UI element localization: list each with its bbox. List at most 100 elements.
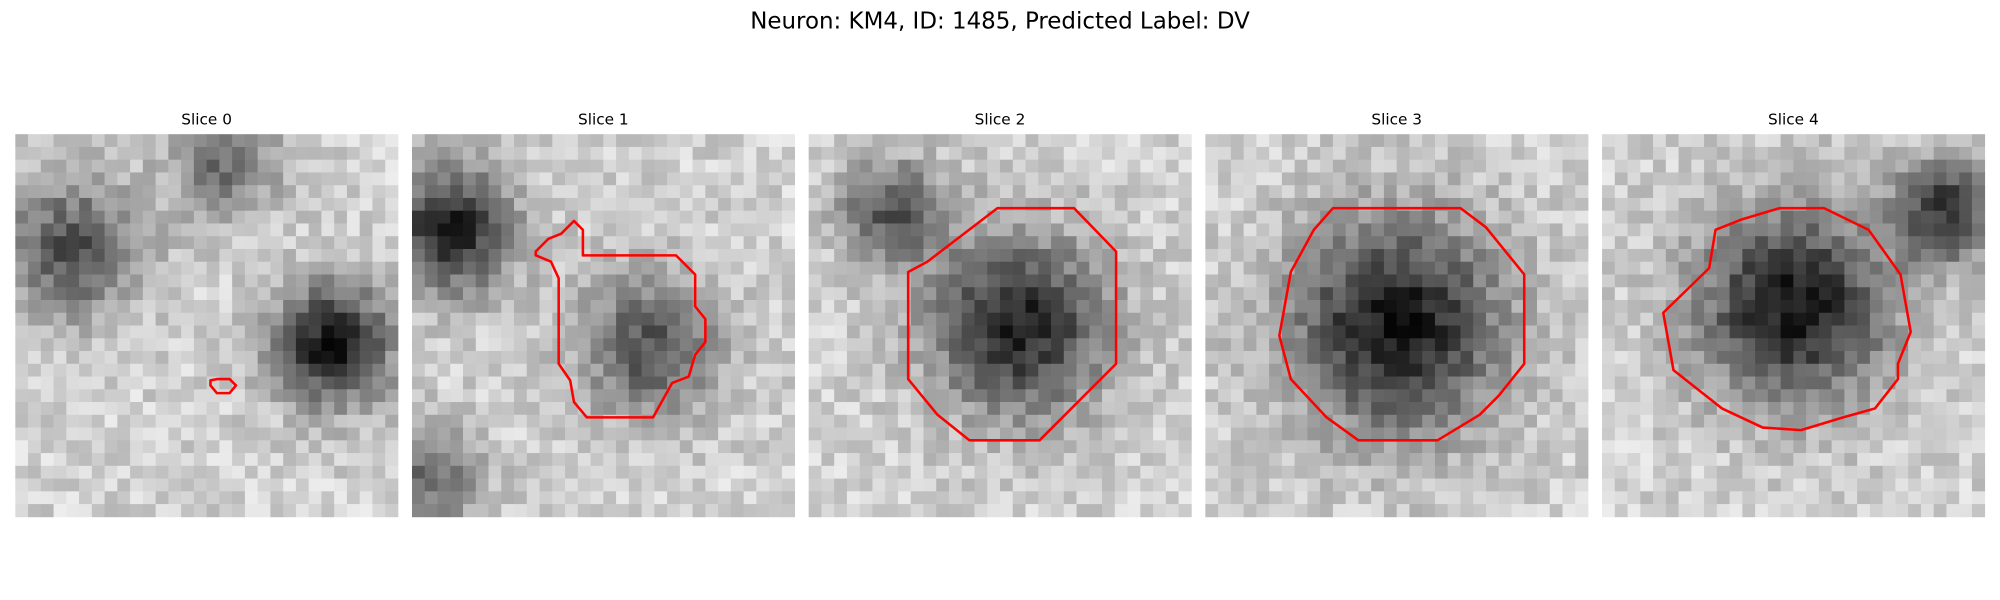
pixel (411, 440, 426, 454)
pixel (1025, 210, 1039, 224)
pixel (1946, 210, 1960, 224)
pixel (821, 427, 835, 441)
pixel (718, 300, 732, 314)
pixel (885, 223, 899, 237)
pixel (1473, 197, 1487, 212)
pixel (1178, 376, 1192, 390)
pixel (91, 159, 105, 173)
pixel (616, 363, 630, 377)
pixel (743, 453, 757, 467)
pixel (1127, 300, 1141, 314)
pixel (1562, 478, 1576, 492)
pixel (616, 427, 630, 441)
pixel (1908, 146, 1922, 161)
pixel (781, 287, 796, 301)
pixel (1908, 465, 1922, 479)
pixel (193, 440, 208, 454)
pixel (1422, 236, 1436, 250)
pixel (1806, 504, 1820, 518)
pixel (679, 300, 693, 314)
pixel (565, 491, 579, 505)
pixel (257, 300, 271, 314)
pixel (1140, 427, 1154, 441)
pixel (1165, 504, 1179, 518)
pixel (1640, 300, 1654, 314)
pixel (168, 504, 182, 518)
pixel (1549, 351, 1563, 365)
pixel (705, 338, 719, 352)
pixel (1076, 197, 1090, 212)
pixel (1767, 402, 1781, 416)
pixel (1511, 504, 1525, 518)
pixel (130, 185, 144, 199)
pixel (577, 325, 591, 339)
pixel (1780, 504, 1794, 518)
pixel (130, 351, 144, 365)
pixel (1178, 325, 1192, 339)
pixel (1575, 274, 1589, 288)
pixel (1205, 478, 1219, 492)
pixel (1755, 440, 1769, 454)
pixel (1178, 146, 1192, 161)
pixel (756, 210, 770, 224)
pixel (91, 287, 105, 301)
pixel (40, 210, 54, 224)
pixel (1051, 440, 1065, 454)
pixel (641, 236, 655, 250)
pixel (168, 287, 182, 301)
pixel (104, 453, 118, 467)
pixel (1806, 389, 1820, 403)
pixel (53, 312, 67, 326)
pixel (40, 453, 54, 467)
pixel (1971, 504, 1986, 518)
pixel (1742, 197, 1756, 212)
pixel (1742, 389, 1756, 403)
pixel (142, 197, 156, 212)
pixel (1473, 172, 1487, 186)
pixel (859, 134, 873, 148)
pixel (577, 389, 591, 403)
pixel (1511, 300, 1525, 314)
pixel (616, 159, 630, 173)
pixel (475, 223, 489, 237)
pixel (28, 351, 42, 365)
pixel (1063, 248, 1077, 263)
pixel (872, 197, 886, 212)
pixel (1511, 440, 1525, 454)
pixel (821, 440, 835, 454)
pixel (552, 197, 566, 212)
pixel (1524, 465, 1538, 479)
pixel (859, 504, 873, 518)
pixel (1869, 504, 1884, 518)
pixel (974, 159, 988, 173)
pixel (1422, 185, 1436, 199)
pixel (1524, 389, 1538, 403)
pixel (1818, 402, 1833, 416)
pixel (1971, 223, 1986, 237)
pixel (488, 351, 502, 365)
pixel (1857, 440, 1871, 454)
pixel (155, 159, 169, 173)
pixel (667, 389, 681, 403)
pixel (846, 159, 861, 173)
pixel (1818, 478, 1833, 492)
pixel (1755, 491, 1769, 505)
pixel (1434, 491, 1449, 505)
pixel (1857, 363, 1871, 377)
pixel (692, 440, 706, 454)
pixel (679, 478, 693, 492)
pixel (1000, 414, 1014, 428)
pixel (1946, 414, 1960, 428)
pixel (1485, 504, 1500, 518)
pixel (1051, 389, 1065, 403)
pixel (1140, 146, 1154, 161)
pixel (1114, 325, 1128, 339)
pixel (28, 197, 42, 212)
pixel (1447, 134, 1461, 148)
pixel (910, 223, 924, 237)
pixel (808, 440, 822, 454)
pixel (1946, 402, 1960, 416)
pixel (730, 248, 745, 263)
pixel (834, 465, 848, 479)
pixel (1716, 197, 1730, 212)
